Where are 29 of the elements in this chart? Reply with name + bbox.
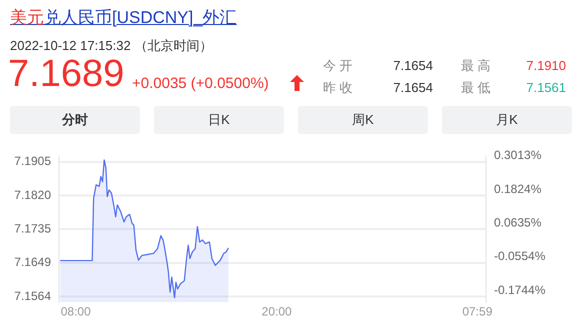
text: 7.1689 (8, 52, 124, 96)
x-tick-label: 20:00 (262, 304, 292, 319)
text: +0.0035 (+0.0500%) (132, 75, 269, 92)
text: 今 开 (323, 57, 354, 75)
y-tick-label: 7.1820 (14, 188, 52, 202)
text: 分时 (10, 106, 140, 134)
y-tick-label: 7.1564 (14, 288, 52, 303)
text: 7.1561 (525, 79, 566, 97)
y-tick-label: 7.1905 (14, 154, 52, 168)
x-tick-label: 08:00 (60, 304, 92, 319)
y-tick-label: 7.1735 (14, 221, 52, 236)
text: 最 高 (461, 57, 492, 75)
chart-title: 美元兑人民币[USDCNY]_外汇 (10, 7, 237, 29)
y-tick-label: 7.1649 (14, 255, 52, 270)
text: 7.1654 (392, 79, 433, 97)
text: 月K (442, 106, 572, 134)
y2-tick-label: -0.0554% (494, 249, 546, 264)
text: 7.1654 (392, 57, 433, 75)
y2-tick-label: 0.3013% (494, 148, 542, 162)
x-tick-label: 07:59 (462, 304, 493, 319)
text: 日K (154, 106, 284, 134)
y2-tick-label: -0.1744% (494, 282, 546, 297)
text: 最 低 (461, 79, 492, 97)
y2-tick-label: 0.1824% (494, 182, 542, 196)
chart-subtitle: 2022-10-12 17:15:32 （北京时间） (10, 37, 212, 55)
text: 昨 收 (323, 79, 354, 97)
text: 7.1910 (525, 57, 566, 75)
text: 周K (298, 106, 428, 134)
y2-tick-label: 0.0635% (494, 215, 542, 230)
